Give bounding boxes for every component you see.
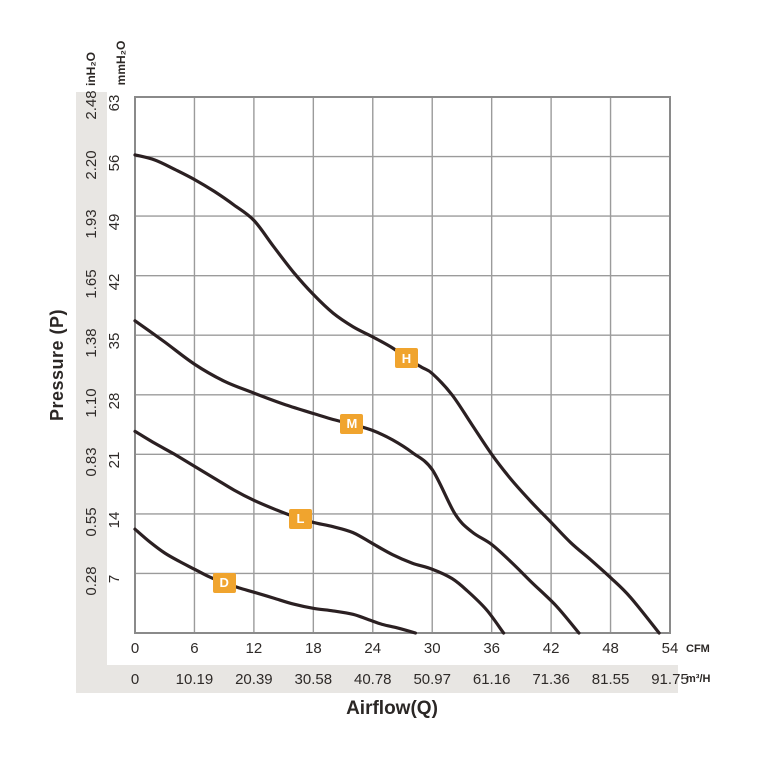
x-tick-m3h: 61.16 <box>472 670 511 688</box>
curve-L <box>133 429 506 635</box>
y-tick-inh2o: 1.93 <box>82 209 100 239</box>
y-tick-inh2o: 1.38 <box>82 328 100 358</box>
x-tick-m3h: 50.97 <box>413 670 451 688</box>
y-axis-title: Pressure (P) <box>46 308 67 422</box>
x-tick-m3h: 81.55 <box>591 670 630 688</box>
y-tick-mmh2o: 28 <box>105 392 123 410</box>
x-tick-m3h: 30.58 <box>294 670 333 688</box>
y-tick-inh2o: 2.20 <box>82 149 100 180</box>
y-tick-mmh2o: 63 <box>105 94 123 112</box>
m3h-row-strip <box>107 665 678 693</box>
y-tick-inh2o: 2.48 <box>82 90 100 120</box>
x-tick-m3h: 0 <box>130 670 140 688</box>
y-tick-inh2o: 1.10 <box>82 388 100 418</box>
curve-H <box>133 153 661 635</box>
y-tick-inh2o: 0.83 <box>82 447 100 477</box>
x-tick-cfm: 42 <box>542 639 560 657</box>
x-tick-cfm: 36 <box>483 639 500 657</box>
curve-M <box>133 319 581 635</box>
y-tick-mmh2o: 35 <box>105 332 123 350</box>
y-tick-mmh2o: 49 <box>105 213 123 231</box>
x-tick-cfm: 30 <box>423 639 441 657</box>
speed-badge-M: M <box>340 413 364 434</box>
x-tick-m3h: 40.78 <box>353 670 392 688</box>
x-tick-m3h: 10.19 <box>175 670 214 688</box>
x-tick-cfm: 0 <box>130 639 140 657</box>
y-tick-mmh2o: 42 <box>105 273 123 290</box>
x-tick-cfm: 54 <box>661 639 679 657</box>
x-tick-cfm: 12 <box>245 639 263 657</box>
curve-D <box>133 527 417 635</box>
y-tick-mmh2o: 7 <box>105 575 123 584</box>
y-tick-mmh2o: 14 <box>105 511 123 529</box>
m3h-unit-label: m³/H <box>686 672 711 685</box>
y-tick-mmh2o: 56 <box>105 154 123 171</box>
speed-badge-L: L <box>288 508 312 529</box>
speed-badge-D: D <box>212 572 236 593</box>
x-tick-cfm: 18 <box>304 639 322 657</box>
x-tick-cfm: 24 <box>364 639 382 657</box>
x-tick-cfm: 48 <box>602 639 619 657</box>
y-tick-inh2o: 0.28 <box>82 566 100 597</box>
x-tick-cfm: 6 <box>190 639 199 657</box>
inh2o-column-strip <box>76 92 107 693</box>
cfm-unit-label: CFM <box>686 642 710 655</box>
y-tick-inh2o: 1.65 <box>82 269 100 299</box>
x-tick-m3h: 20.39 <box>235 670 273 688</box>
x-tick-m3h: 71.36 <box>532 670 570 688</box>
x-tick-m3h: 91.75 <box>651 670 689 688</box>
speed-badge-H: H <box>394 348 418 369</box>
y-tick-inh2o: 0.55 <box>82 507 100 537</box>
y-tick-mmh2o: 21 <box>105 451 123 469</box>
x-axis-title: Airflow(Q) <box>346 698 438 719</box>
